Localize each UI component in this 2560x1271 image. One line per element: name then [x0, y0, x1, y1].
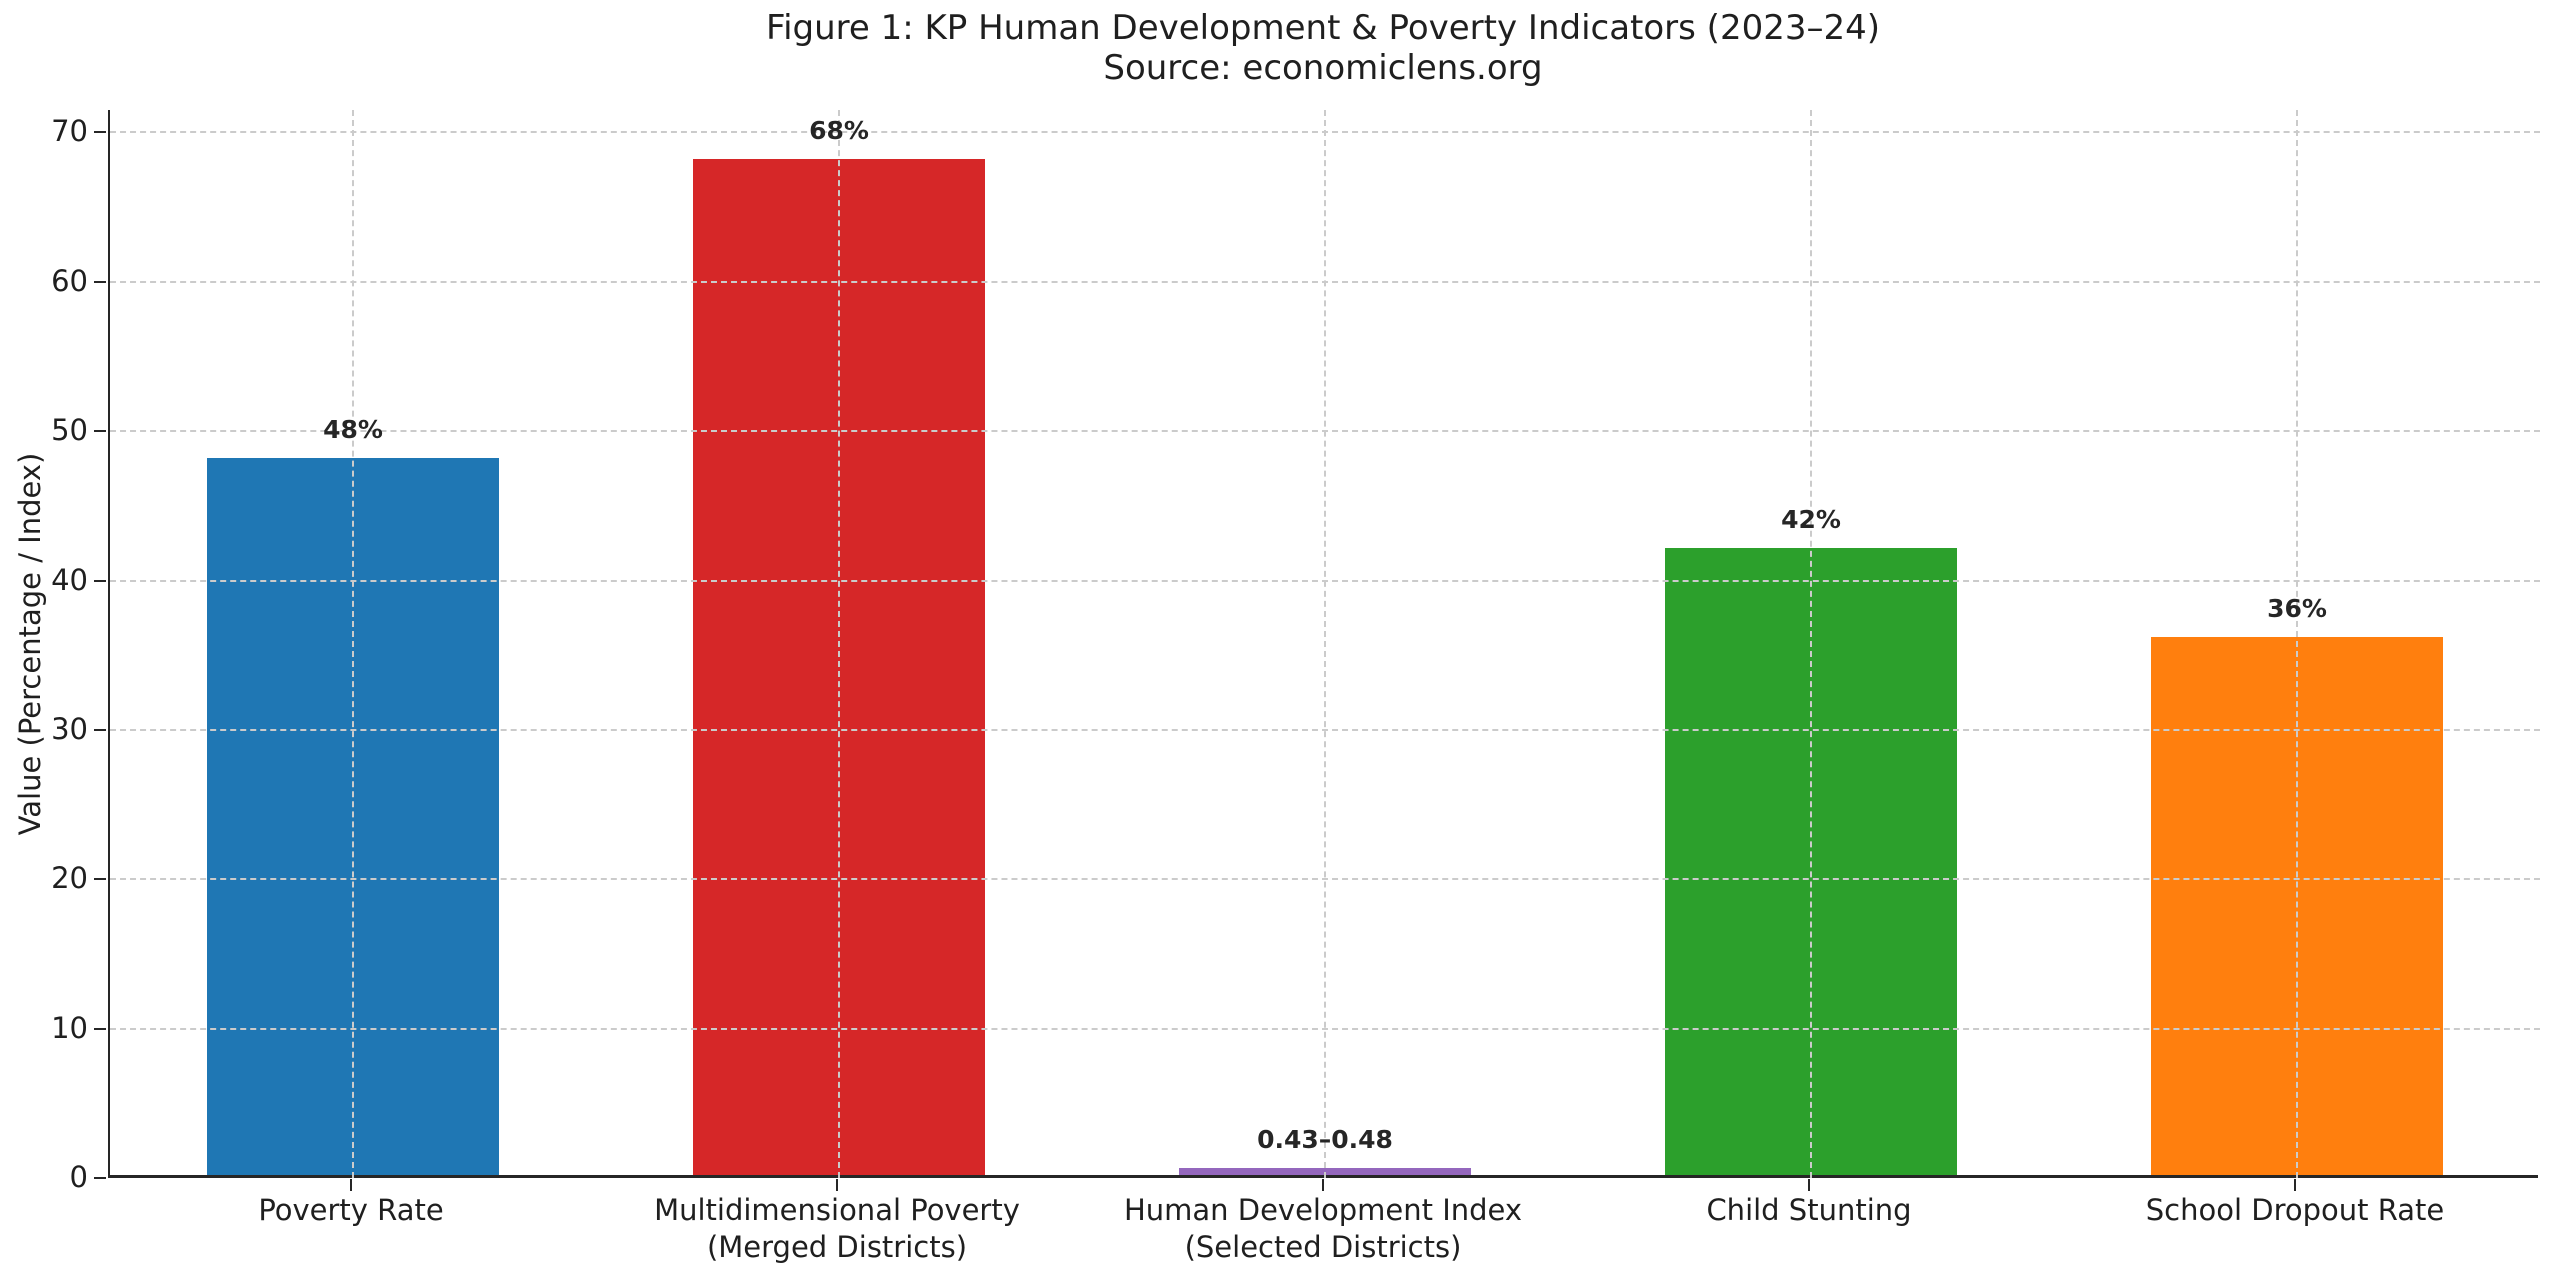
x-category-label-line: Human Development Index: [1123, 1193, 1523, 1227]
y-tick-label: 40: [51, 562, 88, 597]
chart-title: Figure 1: KP Human Development & Poverty…: [765, 8, 1880, 48]
bar-value-label: 36%: [2267, 594, 2327, 623]
x-tick-mark: [350, 1179, 352, 1191]
y-tick-label: 50: [51, 413, 88, 448]
v-gridline: [1324, 110, 1326, 1178]
x-category-label-line: School Dropout Rate: [2145, 1193, 2445, 1227]
bar-value-label: 48%: [323, 415, 383, 444]
x-category-label: Child Stunting: [1566, 1192, 2052, 1229]
chart-subtitle: Source: economiclens.org: [1103, 48, 1543, 88]
y-tick-mark: [94, 579, 106, 582]
x-tick-mark: [836, 1179, 838, 1191]
y-tick-label: 60: [51, 263, 88, 298]
plot-area: 48% 68% 0.43–0.48 42% 36%: [108, 110, 2540, 1178]
y-tick-label: 10: [51, 1010, 88, 1045]
y-tick-mark: [94, 430, 106, 433]
bar-value-label: 68%: [809, 116, 869, 145]
y-tick-mark: [94, 728, 106, 731]
y-tick-mark: [94, 280, 106, 283]
v-gridline: [1810, 110, 1812, 1178]
x-category-label-line: Multidimensional Poverty: [654, 1193, 1020, 1227]
x-category-label-line: Child Stunting: [1706, 1193, 1912, 1227]
bar-value-label: 0.43–0.48: [1257, 1125, 1393, 1154]
x-tick-mark: [1322, 1179, 1324, 1191]
x-tick-mark: [2294, 1179, 2296, 1191]
y-tick-mark: [94, 1027, 106, 1030]
x-category-label: Multidimensional Poverty (Merged District…: [594, 1192, 1080, 1266]
x-category-label: Human Development Index (Selected Distric…: [1080, 1192, 1566, 1266]
x-category-label-line: Poverty Rate: [258, 1193, 444, 1227]
y-tick-label: 70: [51, 114, 88, 149]
bar-value-label: 42%: [1781, 505, 1841, 534]
y-tick-mark: [94, 131, 106, 134]
y-tick-mark: [94, 1177, 106, 1179]
y-tick-label: 0: [69, 1160, 88, 1194]
v-gridline: [352, 110, 354, 1178]
v-gridline: [2296, 110, 2298, 1178]
y-tick-mark: [94, 878, 106, 881]
x-category-label-line: (Merged Districts): [706, 1230, 968, 1264]
x-tick-mark: [1808, 1179, 1810, 1191]
y-tick-label: 20: [51, 861, 88, 896]
x-category-label: Poverty Rate: [108, 1192, 594, 1229]
y-tick-label: 30: [51, 711, 88, 746]
y-axis-label: Value (Percentage / Index): [13, 452, 47, 836]
x-category-label: School Dropout Rate: [2052, 1192, 2538, 1229]
x-category-label-line: (Selected Districts): [1184, 1230, 1462, 1264]
v-gridline: [838, 110, 840, 1178]
